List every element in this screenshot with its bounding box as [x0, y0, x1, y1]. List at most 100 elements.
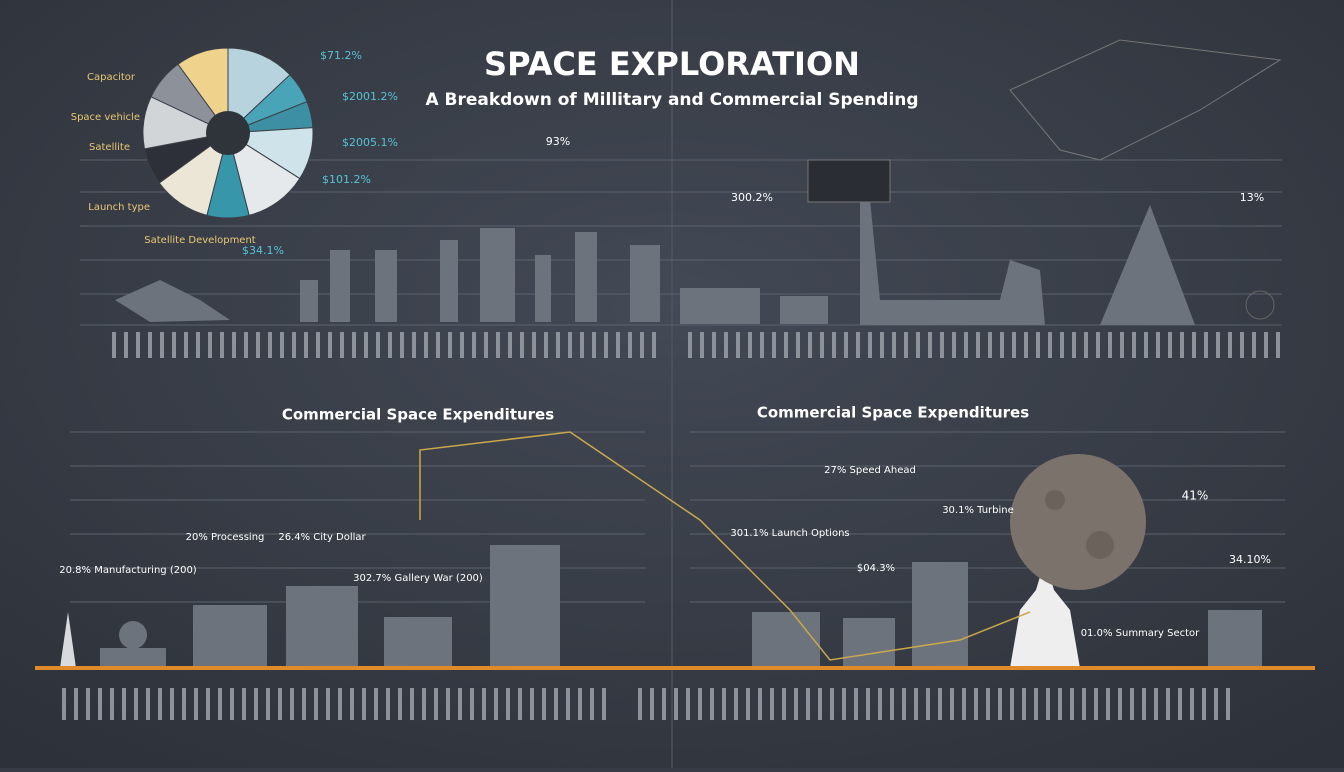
tick-glyph	[1022, 688, 1026, 720]
tick-glyph	[1072, 332, 1076, 358]
tick-glyph	[158, 688, 162, 720]
tick-glyph	[760, 332, 764, 358]
tick-glyph	[388, 332, 392, 358]
tick-glyph	[1240, 332, 1244, 358]
tick-glyph	[1036, 332, 1040, 358]
pie-slice	[177, 47, 229, 135]
tick-glyph	[1012, 332, 1016, 358]
tick-glyph	[194, 688, 198, 720]
tick-glyph	[856, 332, 860, 358]
tick-glyph	[734, 688, 738, 720]
tick-glyph	[1010, 688, 1014, 720]
tick-glyph	[460, 332, 464, 358]
tick-glyph	[950, 688, 954, 720]
tick-glyph	[268, 332, 272, 358]
tick-glyph	[292, 332, 296, 358]
tick-glyph	[1226, 688, 1230, 720]
tick-glyph	[674, 688, 678, 720]
tick-glyph	[148, 332, 152, 358]
tick-glyph	[952, 332, 956, 358]
tick-glyph	[196, 332, 200, 358]
callout: 27% Speed Ahead	[824, 465, 916, 476]
tick-glyph	[74, 688, 78, 720]
tick-glyph	[808, 332, 812, 358]
tick-glyph	[578, 688, 582, 720]
tick-glyph	[998, 688, 1002, 720]
tick-glyph	[746, 688, 750, 720]
tick-glyph	[508, 332, 512, 358]
tick-glyph	[532, 332, 536, 358]
pie-label: $34.1%	[242, 244, 284, 257]
section-title: Commercial Space Expenditures	[757, 404, 1029, 422]
tick-glyph	[818, 688, 822, 720]
tick-glyph	[182, 688, 186, 720]
tick-glyph	[110, 688, 114, 720]
tick-glyph	[916, 332, 920, 358]
pie-label: $101.2%	[322, 173, 371, 186]
tick-glyph	[880, 332, 884, 358]
tick-glyph	[1096, 332, 1100, 358]
crater	[1045, 490, 1065, 510]
top-silhouettes	[115, 39, 1282, 325]
tick-glyph	[592, 332, 596, 358]
tick-glyph	[280, 332, 284, 358]
tick-glyph	[722, 688, 726, 720]
subtitle: A Breakdown of Millitary and Commercial …	[425, 90, 918, 110]
tick-glyph	[962, 688, 966, 720]
tick-glyph	[206, 688, 210, 720]
tick-glyph	[1190, 688, 1194, 720]
tick-glyph	[878, 688, 882, 720]
tick-glyph	[1252, 332, 1256, 358]
tick-glyph	[124, 332, 128, 358]
tick-glyph	[1202, 688, 1206, 720]
tick-glyph	[256, 332, 260, 358]
pie-chart	[142, 47, 314, 219]
callout: 26.4% City Dollar	[278, 532, 366, 543]
tick-glyph	[806, 688, 810, 720]
tick-glyph	[1142, 688, 1146, 720]
tick-glyph	[1144, 332, 1148, 358]
tick-glyph	[1118, 688, 1122, 720]
bottom-grid	[70, 431, 1285, 603]
tick-glyph	[338, 688, 342, 720]
tick-glyph	[304, 332, 308, 358]
tick-glyph	[868, 332, 872, 358]
tick-glyph	[518, 688, 522, 720]
tick-glyph	[580, 332, 584, 358]
tick-glyph	[434, 688, 438, 720]
tick-glyph	[376, 332, 380, 358]
tick-glyph	[542, 688, 546, 720]
tick-glyph	[940, 332, 944, 358]
tick-glyph	[386, 688, 390, 720]
tick-glyph	[832, 332, 836, 358]
tick-glyph	[1264, 332, 1268, 358]
tick-glyph	[566, 688, 570, 720]
callout: 20.8% Manufacturing (200)	[59, 565, 197, 576]
tick-glyph	[1214, 688, 1218, 720]
tick-glyph	[1058, 688, 1062, 720]
callout: 13%	[1240, 191, 1264, 204]
tick-glyph	[770, 688, 774, 720]
trajectory	[419, 431, 1031, 661]
tick-glyph	[112, 332, 116, 358]
tick-glyph	[1130, 688, 1134, 720]
pie-label: $2005.1%	[342, 136, 398, 149]
tick-glyph	[208, 332, 212, 358]
tick-glyph	[1060, 332, 1064, 358]
tick-glyph	[290, 688, 294, 720]
callout: 302.7% Gallery War (200)	[353, 573, 483, 584]
tick-glyph	[254, 688, 258, 720]
tick-glyph	[556, 332, 560, 358]
tick-glyph	[650, 688, 654, 720]
tick-glyph	[314, 688, 318, 720]
title: SPACE EXPLORATION	[484, 45, 860, 83]
tick-glyph	[530, 688, 534, 720]
tick-glyph	[724, 332, 728, 358]
tick-glyph	[230, 688, 234, 720]
pie-label: Launch type	[88, 202, 150, 213]
tick-glyph	[98, 688, 102, 720]
callout: 30.1% Turbine	[942, 505, 1014, 516]
tick-glyph	[1192, 332, 1196, 358]
tick-glyph	[328, 332, 332, 358]
tick-glyph	[698, 688, 702, 720]
